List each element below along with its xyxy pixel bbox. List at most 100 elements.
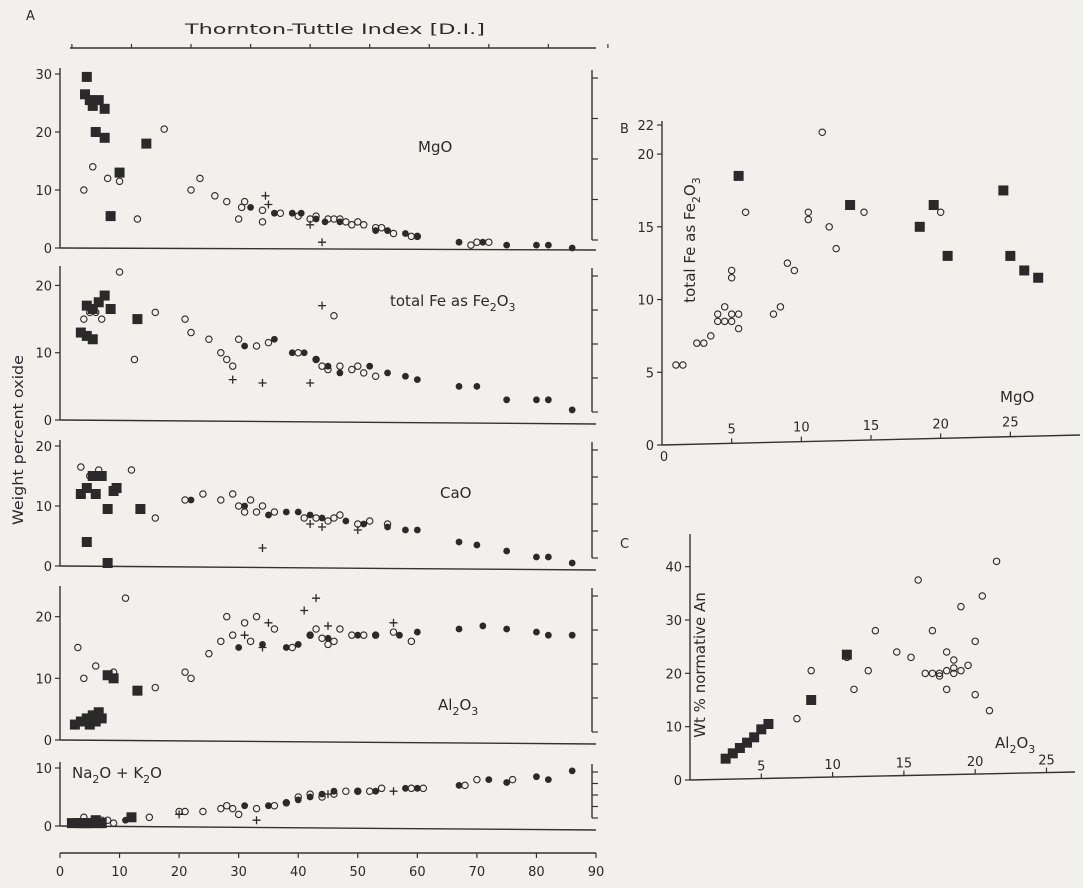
panel-b-x-label: MgO [1000, 388, 1034, 406]
point-filled-dot [265, 802, 272, 810]
point-open-circle [246, 496, 255, 504]
point-open-circle [240, 619, 249, 627]
x-tick-label: 20 [171, 865, 188, 880]
point-filled-square [75, 716, 86, 727]
point-filled-dot [503, 396, 511, 404]
point-filled-dot [372, 787, 380, 795]
panel-c-point-open-circle [843, 653, 851, 662]
x-tick-label: 80 [528, 865, 545, 880]
point-open-circle [217, 496, 225, 504]
point-plus [258, 379, 267, 387]
panel-b-point-open-circle [679, 361, 687, 369]
point-open-circle [228, 490, 237, 498]
y-tick-label: 20 [35, 440, 52, 455]
point-open-circle [264, 338, 273, 347]
x-tick-label: 70 [469, 865, 486, 880]
panel-b-y-tick-label: 20 [637, 148, 654, 163]
panel-c-point-open-circle [978, 592, 987, 600]
point-filled-dot [485, 776, 493, 783]
panel-b-point-open-circle [860, 208, 868, 217]
panel-c-point-open-circle [992, 557, 1001, 566]
panel-b-point-open-circle [720, 303, 729, 311]
point-filled-dot [241, 342, 249, 350]
point-filled-dot [455, 538, 463, 546]
panel-c-point-open-circle [935, 669, 944, 678]
point-open-circle [223, 612, 231, 621]
panel-b-x-tick-label: 10 [793, 421, 810, 436]
point-filled-dot [568, 559, 576, 567]
panel-b-point-open-circle [693, 339, 701, 347]
panel-c-x-tick-label: 25 [1038, 754, 1055, 769]
panel-b-point-filled-square [1033, 272, 1044, 283]
point-open-circle [270, 801, 279, 810]
panel-b-point-open-circle [804, 215, 813, 224]
point-open-circle [461, 781, 469, 790]
y-axis-title: Weight percent oxide [11, 355, 27, 525]
point-open-circle [205, 649, 213, 658]
panel-b-y-tick-label: 5 [646, 366, 654, 381]
point-plus [258, 544, 267, 552]
point-filled-dot [312, 356, 320, 363]
panel-c-x-label: Al2​O3​ [995, 734, 1035, 756]
panel-c-point-open-circle [807, 666, 815, 675]
point-open-circle [348, 221, 356, 229]
panel-c-point-open-circle [864, 666, 872, 675]
point-open-circle [240, 197, 249, 206]
point-open-circle [377, 784, 386, 793]
point-filled-dot [265, 511, 272, 519]
point-open-circle [473, 775, 481, 784]
point-filled-square [111, 483, 122, 493]
point-open-circle [94, 466, 103, 474]
panel-b-y-tick-label: 0 [646, 439, 654, 454]
point-filled-dot [413, 376, 421, 384]
point-filled-square [87, 304, 98, 314]
point-filled-dot [544, 631, 552, 639]
point-open-circle [109, 819, 118, 827]
point-filled-square [90, 716, 101, 727]
point-filled-dot [122, 816, 129, 824]
point-plus [252, 816, 261, 825]
point-filled-dot [413, 526, 421, 534]
panel-c-point-open-circle [985, 706, 994, 715]
point-open-circle [240, 508, 249, 516]
panel-b-point-open-circle [672, 361, 680, 369]
point-filled-dot [354, 631, 362, 639]
point-open-circle [217, 804, 225, 813]
mgo-label: MgO [418, 138, 452, 156]
point-plus [312, 594, 321, 603]
point-plus [389, 787, 398, 796]
point-filled-dot [384, 369, 391, 377]
point-filled-dot [473, 382, 481, 390]
point-open-circle [258, 206, 267, 215]
point-plus [228, 375, 237, 384]
point-plus [240, 631, 249, 640]
point-open-circle [234, 502, 243, 510]
point-plus [318, 523, 327, 531]
point-open-circle [371, 372, 380, 381]
x-tick-label: 0 [56, 865, 64, 880]
point-filled-dot [503, 241, 511, 249]
panel-c-point-filled-square [749, 732, 760, 743]
panel-b-point-open-circle [713, 317, 722, 326]
point-plus [353, 526, 362, 534]
point-open-circle [234, 335, 243, 344]
point-filled-square [81, 713, 92, 724]
panel-b-point-filled-square [942, 250, 953, 261]
subplot-3: 0 10 20 [35, 586, 598, 749]
point-filled-dot [312, 215, 320, 223]
panel-b-point-filled-square [928, 200, 939, 210]
panel-c-point-filled-square [806, 695, 817, 705]
point-filled-square [105, 211, 116, 222]
point-filled-square [96, 471, 107, 481]
point-open-circle [342, 787, 350, 795]
point-filled-dot [297, 209, 305, 217]
point-filled-dot [413, 628, 421, 636]
panel-c-point-open-circle [928, 669, 937, 678]
point-plus [389, 618, 398, 627]
point-filled-dot [330, 787, 338, 795]
subplot-4: 0 10 [35, 762, 598, 835]
point-open-circle [103, 174, 112, 183]
point-plus [264, 618, 273, 627]
point-open-circle [252, 508, 261, 516]
point-open-circle [223, 801, 231, 810]
